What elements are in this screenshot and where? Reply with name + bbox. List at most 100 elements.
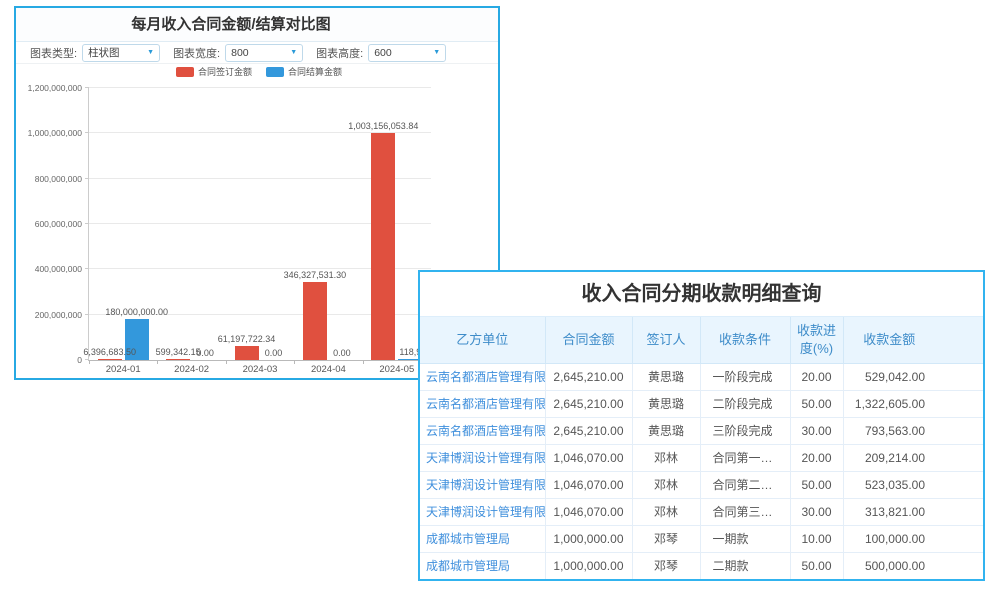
company-link[interactable]: 云南名都酒店管理有限公: [420, 417, 546, 445]
bar-contract-signed: [166, 359, 191, 360]
table-cell: 50.00: [790, 471, 844, 499]
chart-title-bar: 每月收入合同金额/结算对比图: [16, 8, 498, 42]
bar-value-label: 0.00: [196, 348, 214, 358]
company-link[interactable]: 天津博润设计管理有限公: [420, 471, 546, 499]
chevron-down-icon: ▼: [433, 49, 441, 56]
table-row: 天津博润设计管理有限公 1,046,070.00 邓林 合同第三… 30.00 313,8…: [420, 498, 983, 526]
x-tick: [225, 360, 227, 364]
table-cell: 黄思璐: [632, 363, 701, 391]
header-row: 乙方单位 合同金额 签订人 收款条件 收款进度(%) 收款金额: [420, 317, 983, 364]
table-cell: 1,000,000.00: [545, 525, 633, 553]
table-row: 云南名都酒店管理有限公 2,645,210.00 黄思璐 一阶段完成 20.00 529,…: [420, 363, 983, 391]
table-cell: 1,000,000.00: [545, 552, 633, 579]
legend-item[interactable]: 合同结算金额: [266, 65, 342, 78]
table-cell: 30.00: [790, 498, 844, 526]
chevron-down-icon: ▼: [147, 49, 155, 56]
control-label: 图表类型:: [30, 47, 78, 60]
table-cell: 523,035.00: [843, 471, 983, 499]
control-label: 图表高度:: [316, 47, 364, 60]
company-link[interactable]: 天津博润设计管理有限公: [420, 498, 546, 526]
monthly-contract-chart-panel: 每月收入合同金额/结算对比图 图表类型: 柱状图 ▼ 图表宽度: 800 ▼ 图表高度: 60…: [14, 6, 500, 380]
table-cell: 邓琴: [632, 552, 701, 579]
chart-width-select[interactable]: 800 ▼: [225, 43, 304, 62]
bar-value-label: 6,396,683.50: [83, 346, 136, 357]
x-tick: [157, 360, 159, 364]
company-link[interactable]: 成都城市管理局: [420, 552, 546, 579]
chart-type-select[interactable]: 柱状图 ▼: [82, 43, 161, 62]
installment-detail-table: 乙方单位 合同金额 签订人 收款条件 收款进度(%) 收款金额 云南名都酒店管理有限公 2,…: [420, 317, 983, 579]
select-value: 柱状图: [88, 47, 120, 59]
y-axis-label: 1,000,000,000: [27, 128, 82, 139]
table-cell: 793,563.00: [843, 417, 983, 445]
y-axis-label: 800,000,000: [34, 173, 82, 184]
company-link[interactable]: 云南名都酒店管理有限公: [420, 390, 546, 418]
y-axis-label: 600,000,000: [34, 219, 82, 229]
bar-contract-signed: [97, 358, 122, 360]
table-cell: 一阶段完成: [700, 363, 791, 391]
y-tick: [85, 87, 89, 88]
y-tick: [85, 313, 89, 315]
chart-height-select[interactable]: 600 ▼: [368, 43, 447, 62]
gridline: [89, 87, 431, 88]
table-row: 成都城市管理局 1,000,000.00 邓琴 二期款 50.00 500,000.00: [420, 552, 983, 579]
table-cell: 313,821.00: [843, 498, 983, 526]
table-cell: 合同第二…: [700, 471, 791, 499]
table-cell: 合同第一…: [700, 444, 791, 472]
bar-contract-signed: [302, 281, 327, 360]
y-axis-label: 400,000,000: [34, 264, 82, 275]
column-header: 合同金额: [545, 317, 633, 364]
table-cell: 邓琴: [632, 525, 701, 553]
table-cell: 二期款: [700, 552, 791, 579]
bar-value-label: 118,9: [399, 347, 422, 357]
control-label: 图表宽度:: [173, 47, 221, 60]
y-tick: [85, 268, 89, 270]
gridline: [89, 313, 431, 315]
bar-value-label: 0.00: [333, 348, 351, 358]
y-axis-label: 0: [77, 355, 82, 365]
table-row: 天津博润设计管理有限公 1,046,070.00 邓林 合同第一… 20.00 209,2…: [420, 444, 983, 472]
gridline: [89, 132, 431, 134]
table-row: 成都城市管理局 1,000,000.00 邓琴 一期款 10.00 100,000.00: [420, 525, 983, 553]
table-cell: 20.00: [790, 444, 844, 472]
y-tick: [85, 223, 89, 224]
table-cell: 三阶段完成: [700, 417, 791, 445]
legend-swatch: [175, 66, 194, 77]
company-link[interactable]: 成都城市管理局: [420, 525, 546, 553]
select-value: 600: [374, 46, 392, 59]
table-cell: 50.00: [790, 390, 844, 418]
installment-detail-panel: 收入合同分期收款明细查询 乙方单位 合同金额 签订人 收款条件 收款进度(%) 收款金额 …: [418, 270, 985, 581]
x-axis-label: 2024-05: [379, 364, 415, 375]
x-tick: [89, 360, 90, 364]
legend-label: 合同签订金额: [197, 67, 252, 77]
table-cell: 50.00: [790, 552, 844, 579]
bar-value-label: 346,327,531.30: [283, 269, 347, 280]
chart-title: 每月收入合同金额/结算对比图: [131, 16, 331, 33]
table-cell: 1,322,605.00: [843, 390, 983, 418]
table-cell: 100,000.00: [843, 525, 983, 553]
y-tick: [85, 177, 89, 179]
x-axis-label: 2024-01: [105, 364, 141, 375]
table-cell: 黄思璐: [632, 390, 701, 418]
x-tick: [362, 360, 364, 364]
chart-controls: 图表类型: 柱状图 ▼ 图表宽度: 800 ▼ 图表高度: 600 ▼: [16, 42, 498, 64]
table-cell: 2,645,210.00: [545, 363, 633, 391]
company-link[interactable]: 天津博润设计管理有限公: [420, 444, 546, 472]
table-cell: 1,046,070.00: [545, 471, 633, 499]
table-cell: 一期款: [700, 525, 791, 553]
table-cell: 20.00: [790, 363, 844, 391]
column-header: 收款进度(%): [790, 317, 844, 364]
bar-value-label: 599,342.15: [155, 347, 201, 357]
table-cell: 合同第三…: [700, 498, 791, 526]
company-link[interactable]: 云南名都酒店管理有限公: [420, 363, 546, 391]
bar-value-label: 0.00: [264, 348, 283, 358]
bar-chart-plot: 0 200,000,000 400,000,000 600,000,000 800,00…: [28, 83, 432, 375]
bar-value-label: 180,000,000.00: [105, 307, 168, 318]
legend-item[interactable]: 合同签订金额: [175, 65, 252, 78]
column-header: 收款条件: [700, 317, 791, 364]
gridline: [89, 177, 431, 179]
table-cell: 2,645,210.00: [545, 417, 633, 445]
select-value: 800: [231, 46, 249, 59]
y-tick: [85, 132, 89, 134]
table-cell: 2,645,210.00: [545, 390, 633, 418]
x-axis-label: 2024-04: [310, 364, 346, 375]
